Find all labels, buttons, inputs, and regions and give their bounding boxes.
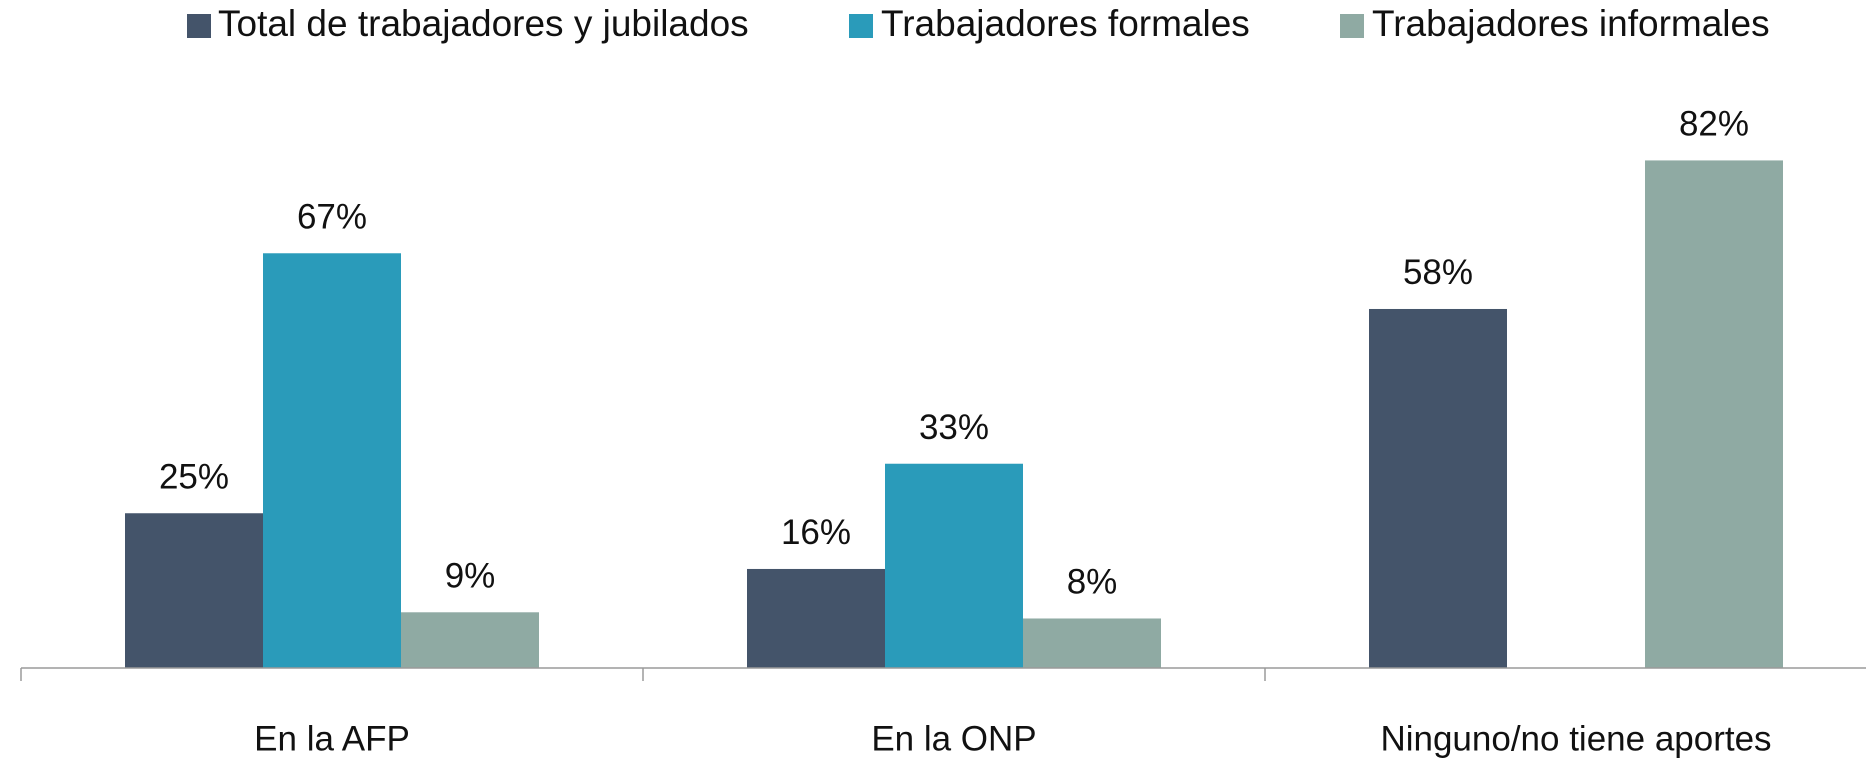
bar <box>1023 618 1161 668</box>
legend-label: Trabajadores informales <box>1372 3 1770 44</box>
legend-swatch <box>1340 14 1364 38</box>
legend-label: Trabajadores formales <box>881 3 1250 44</box>
value-label: 8% <box>1067 563 1118 602</box>
bar <box>885 463 1023 668</box>
bar <box>263 253 401 668</box>
value-label: 33% <box>919 408 989 447</box>
value-label: 82% <box>1679 105 1749 144</box>
bar <box>125 513 263 668</box>
x-tick-label: En la AFP <box>254 719 410 758</box>
bar <box>1369 308 1507 668</box>
x-tick-label: En la ONP <box>871 719 1036 758</box>
legend-swatch <box>187 14 211 38</box>
x-tick-label: Ninguno/no tiene aportes <box>1380 719 1771 758</box>
bar <box>401 612 539 668</box>
value-label: 67% <box>297 198 367 237</box>
value-label: 9% <box>445 557 496 596</box>
value-label: 58% <box>1403 253 1473 292</box>
legend-label: Total de trabajadores y jubilados <box>218 3 749 44</box>
legend-swatch <box>849 14 873 38</box>
bar <box>747 568 885 668</box>
value-label: 16% <box>781 513 851 552</box>
value-label: 25% <box>159 458 229 497</box>
bar <box>1645 160 1783 669</box>
